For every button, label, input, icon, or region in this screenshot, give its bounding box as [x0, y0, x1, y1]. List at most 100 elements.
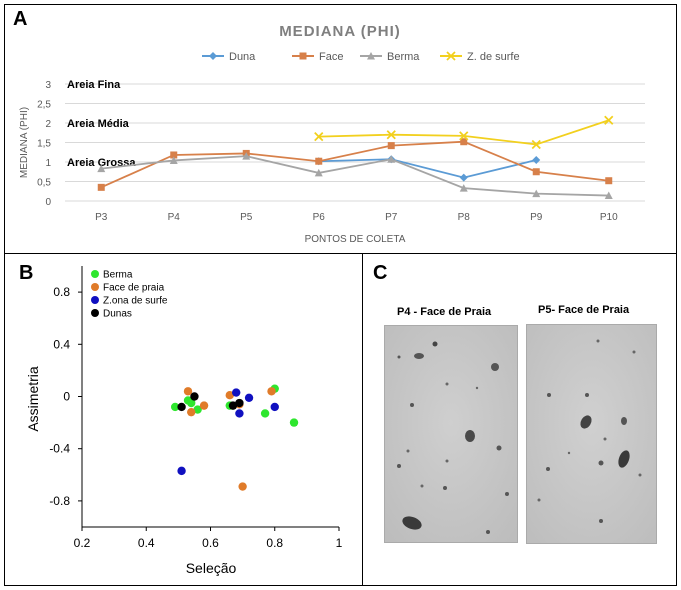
series-line-2 — [101, 155, 609, 197]
series-2-point — [387, 155, 396, 163]
series-1-point — [315, 157, 323, 165]
median-line-chart: MEDIANA (PHI) Duna Face Berma Z. de surfe 0 0,… — [19, 23, 645, 245]
legend-label-3: Z. de surfe — [467, 51, 520, 63]
x-tick-label: P4 — [168, 212, 181, 223]
panel-b-letter: B — [19, 262, 34, 284]
x-tick-label: 0.6 — [202, 536, 219, 550]
legend-marker-2 — [91, 296, 99, 304]
x-axis-label: Seleção — [186, 560, 237, 576]
scatter-point-0 — [193, 405, 202, 414]
panel-a: A MEDIANA (PHI) Duna Face Berma Z. de surfe 0… — [4, 4, 677, 254]
series-3-point — [604, 115, 614, 125]
series-1-point — [532, 168, 540, 176]
scatter-point-0 — [289, 418, 299, 427]
y-tick-label: 3 — [45, 80, 51, 91]
photo-p4 — [384, 325, 518, 543]
scatter-point-0 — [260, 409, 270, 418]
scatter-point-1 — [187, 407, 196, 417]
x-tick-label: P6 — [313, 212, 326, 223]
annotation-0: Areia Fina — [67, 79, 121, 91]
legend-marker-2 — [367, 52, 375, 60]
scatter-point-3 — [235, 398, 244, 408]
y-tick-label: 0.4 — [53, 337, 70, 351]
scatter-point-3 — [228, 401, 238, 410]
scatter-point-0 — [183, 396, 193, 405]
series-1-point — [170, 151, 178, 159]
series-1-point — [605, 177, 613, 185]
series-0-point — [459, 173, 468, 182]
panel-c: C P4 - Face de Praia P5- Face de Praia — [362, 253, 677, 586]
scatter-point-1 — [225, 390, 234, 400]
y-tick-label: 1 — [45, 158, 51, 169]
series-2-point — [97, 164, 106, 173]
annotation-1: Areia Média — [67, 118, 130, 130]
series-0-point — [532, 156, 541, 165]
x-tick-label: P9 — [530, 212, 543, 223]
x-tick-label: 1 — [336, 536, 343, 550]
x-tick-label: P8 — [458, 212, 471, 223]
series-1-point — [97, 183, 105, 191]
legend-marker-3 — [91, 309, 99, 317]
series-line-0 — [318, 158, 537, 179]
y-tick-label: 0 — [45, 197, 51, 208]
scatter-point-1 — [238, 482, 247, 491]
legend-label-1: Face de praia — [103, 283, 165, 294]
legend-marker-0 — [209, 52, 217, 60]
series-2-point — [169, 156, 178, 164]
x-tick-label: P10 — [600, 212, 618, 223]
x-axis-label: PONTOS DE COLETA — [305, 234, 406, 245]
y-tick-label: -0.4 — [49, 442, 70, 456]
y-axis-label: Assimetria — [25, 366, 41, 432]
scatter-point-1 — [183, 387, 193, 396]
y-tick-label: 0,5 — [37, 178, 51, 189]
y-tick-label: 0.8 — [53, 285, 70, 299]
series-3-point — [314, 132, 324, 142]
scatter-point-2 — [235, 409, 244, 418]
y-tick-label: 0 — [63, 390, 70, 404]
scatter-point-1 — [267, 387, 276, 396]
x-tick-label: P3 — [95, 212, 108, 223]
legend-label-2: Berma — [387, 51, 420, 63]
y-tick-label: -0.8 — [49, 494, 70, 508]
series-1-point — [387, 142, 395, 150]
y-axis-label: MEDIANA (PHI) — [19, 107, 30, 178]
scatter-point-0 — [170, 402, 180, 412]
series-3-point — [386, 130, 396, 140]
y-tick-label: 2 — [45, 119, 51, 130]
series-2-point — [532, 189, 541, 198]
panel-b: B 0.2 0.4 0.6 0.8 1 0.8 0.4 0 -0.4 -0.8 Seleção Ass… — [4, 253, 363, 586]
legend-label-0: Duna — [229, 51, 256, 63]
series-3-point — [531, 139, 541, 150]
scatter-chart: 0.2 0.4 0.6 0.8 1 0.8 0.4 0 -0.4 -0.8 Seleção Assim… — [25, 266, 343, 576]
series-2-point — [314, 168, 323, 177]
y-tick-label: 1,5 — [37, 139, 51, 150]
photo-p5 — [526, 324, 657, 544]
photo-1-title: P4 - Face de Praia — [397, 306, 492, 318]
scatter-point-2 — [232, 388, 241, 397]
x-tick-label: 0.4 — [138, 536, 155, 550]
scatter-point-3 — [177, 402, 186, 412]
scatter-point-2 — [244, 393, 254, 403]
scatter-point-2 — [270, 402, 279, 412]
panel-c-letter: C — [373, 262, 388, 284]
series-2-point — [604, 191, 613, 200]
x-tick-label: 0.8 — [266, 536, 283, 550]
legend-marker-1 — [299, 52, 307, 60]
photo-p5-image — [527, 325, 656, 543]
legend-label-0: Berma — [103, 270, 133, 281]
legend-label-2: Z.ona de surfe — [103, 296, 168, 307]
legend-marker-0 — [91, 270, 99, 278]
scatter-point-1 — [199, 401, 209, 410]
photo-p4-image — [385, 326, 517, 542]
chart-a-title: MEDIANA (PHI) — [279, 23, 401, 40]
photo-2-title: P5- Face de Praia — [538, 304, 630, 316]
series-2-point — [459, 184, 468, 192]
series-2-point — [242, 152, 251, 160]
series-line-1 — [100, 140, 609, 189]
legend-marker-1 — [91, 283, 99, 291]
legend-label-1: Face — [319, 51, 343, 63]
x-tick-label: 0.2 — [74, 536, 91, 550]
scatter-point-2 — [177, 466, 186, 476]
legend-label-3: Dunas — [103, 309, 132, 320]
series-1-point — [460, 138, 468, 146]
